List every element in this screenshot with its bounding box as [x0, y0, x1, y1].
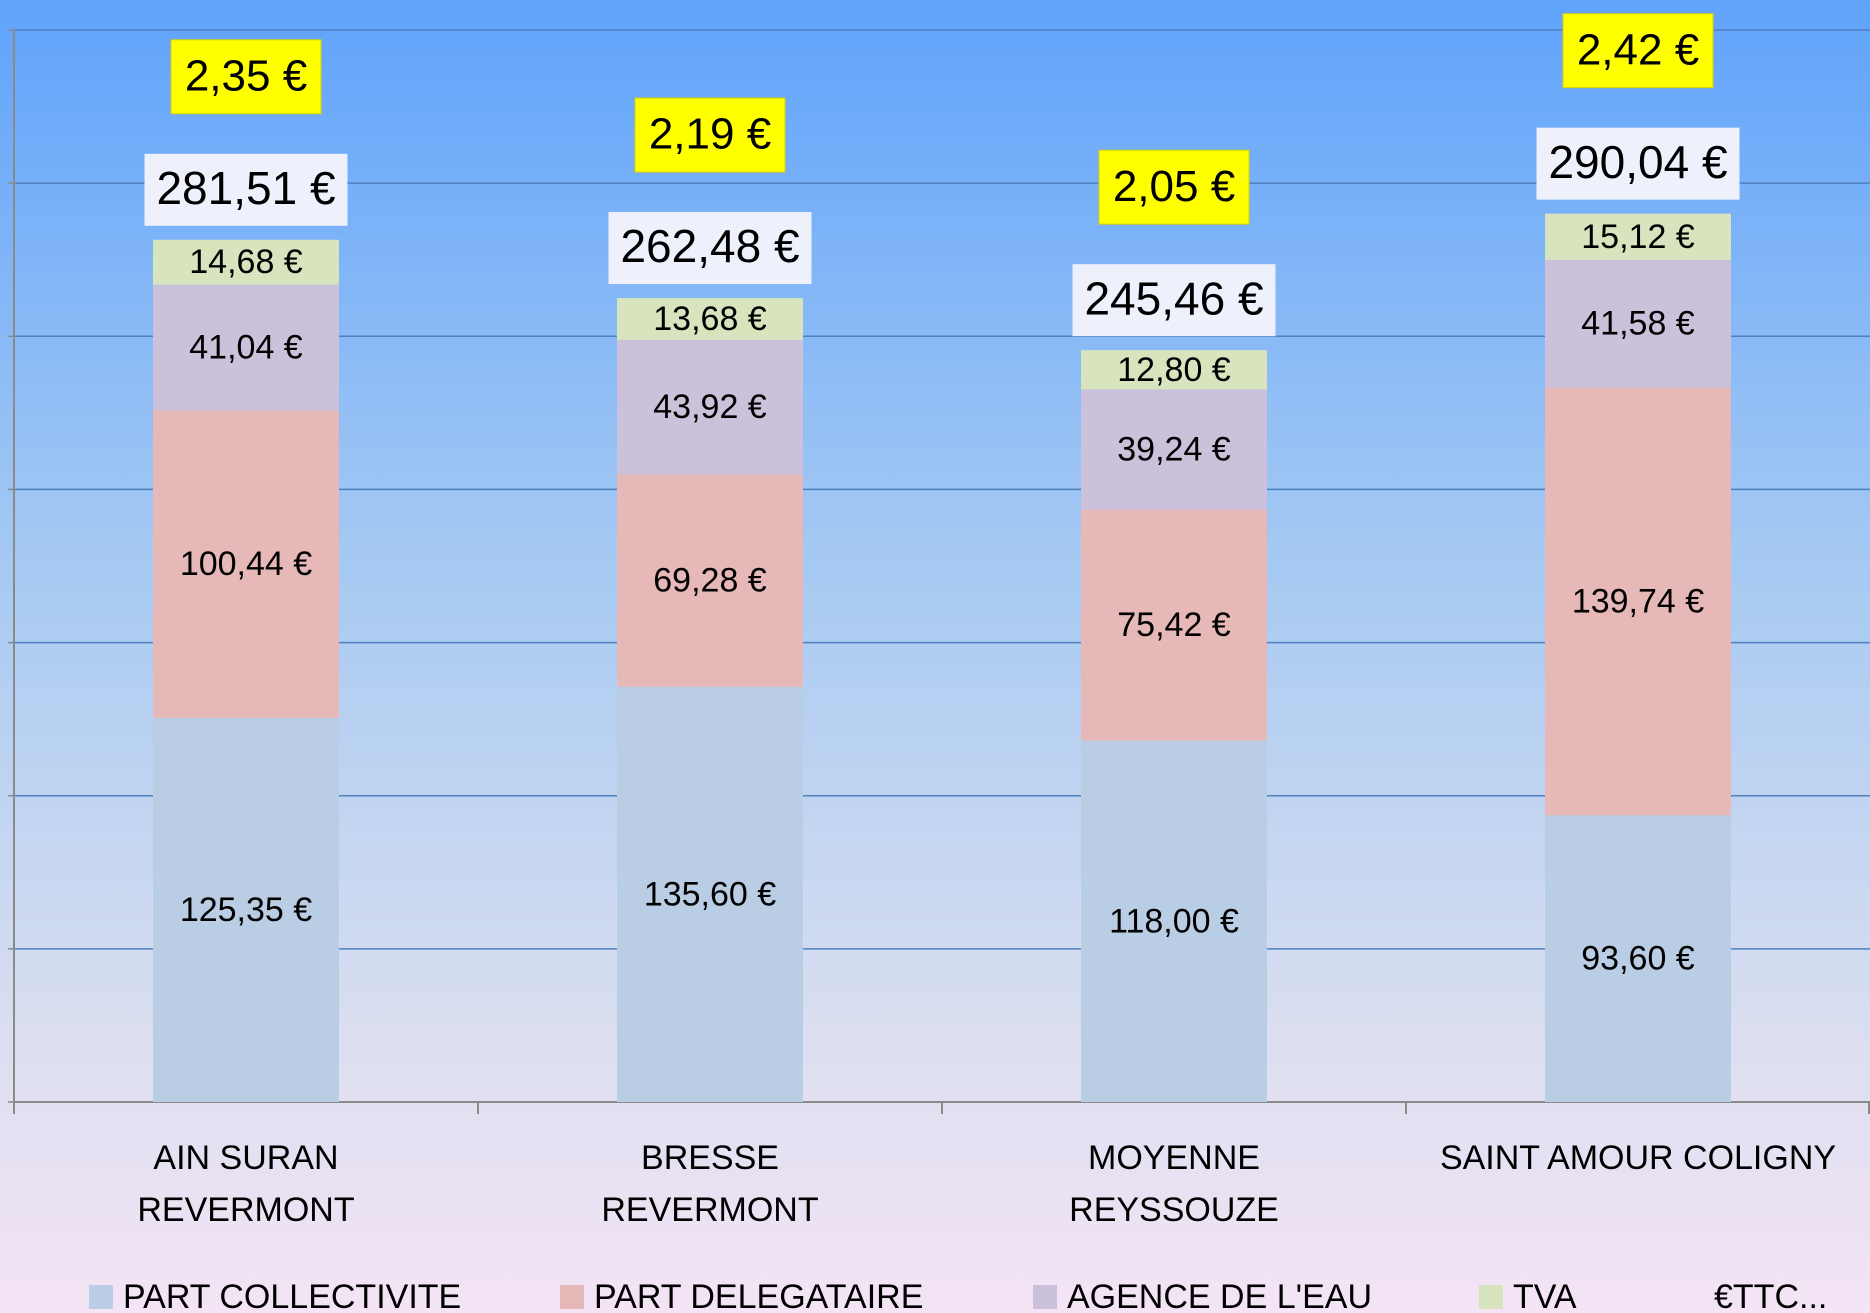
bar-segment [617, 474, 803, 687]
price-label-box [1098, 149, 1250, 225]
bar-segment [153, 718, 339, 1102]
segment-label: 39,24 € [1117, 430, 1231, 468]
segment-label: 75,42 € [1117, 606, 1231, 644]
segment-label: 139,74 € [1572, 582, 1704, 620]
bar-segment [617, 686, 803, 1102]
bar-segment [617, 339, 803, 475]
price-label: 2,19 € [649, 110, 771, 159]
legend-label: €TTC... [1714, 1278, 1827, 1313]
segment-label: 69,28 € [653, 562, 767, 600]
legend-label: AGENCE DE L'EAU [1067, 1278, 1372, 1313]
x-tick-label: AIN SURAN REVERMONT [137, 1139, 355, 1229]
bar-segment [1545, 387, 1731, 816]
bar-segment [1081, 350, 1267, 390]
price-label-box [170, 39, 322, 115]
segment-label: 125,35 € [180, 891, 312, 929]
total-label: 281,51 € [156, 162, 335, 214]
price-label: 2,35 € [185, 51, 307, 100]
bar-segment [1545, 815, 1731, 1102]
segment-label: 15,12 € [1581, 218, 1695, 256]
total-label: 245,46 € [1084, 272, 1263, 324]
price-label-box [634, 97, 786, 173]
total-label-box [1536, 127, 1740, 200]
legend-swatch [1033, 1285, 1057, 1309]
price-label-box [1562, 13, 1714, 89]
bar-segment [1545, 259, 1731, 388]
legend-label: PART DELEGATAIRE [594, 1278, 923, 1313]
legend-swatch [89, 1285, 113, 1309]
segment-label: 41,04 € [189, 329, 303, 367]
legend-swatch [560, 1285, 584, 1309]
total-label: 262,48 € [620, 220, 799, 272]
bar-segment [153, 284, 339, 411]
price-label: 2,42 € [1577, 25, 1699, 74]
bar-segment [1081, 389, 1267, 510]
x-tick-label: SAINT AMOUR COLIGNY [1439, 1139, 1837, 1177]
segment-label: 14,68 € [189, 243, 303, 281]
bar-segment [1081, 740, 1267, 1102]
bar-segment [153, 239, 339, 285]
segment-label: 41,58 € [1581, 305, 1695, 343]
segment-label: 100,44 € [180, 545, 312, 583]
legend-label: TVA [1513, 1278, 1577, 1313]
segment-label: 43,92 € [653, 388, 767, 426]
x-tick-label: MOYENNE REYSSOUZE [1069, 1139, 1279, 1229]
segment-label: 93,60 € [1581, 940, 1695, 978]
total-label: 290,04 € [1548, 136, 1727, 188]
segment-label: 13,68 € [653, 300, 767, 338]
legend-label: PART COLLECTIVITE [123, 1278, 461, 1313]
total-label-box [144, 153, 348, 226]
bar-segment [1545, 213, 1731, 260]
price-label: 2,05 € [1113, 162, 1235, 211]
segment-label: 118,00 € [1109, 902, 1239, 940]
x-tick-label: BRESSE REVERMONT [601, 1139, 819, 1229]
segment-label: 135,60 € [644, 875, 776, 913]
total-label-box [608, 212, 812, 285]
bar-segment [1081, 509, 1267, 741]
segment-label: 12,80 € [1117, 351, 1231, 389]
bar-segment [617, 298, 803, 340]
legend-swatch [1479, 1285, 1503, 1309]
bar-segment [153, 410, 339, 719]
total-label-box [1072, 264, 1276, 337]
